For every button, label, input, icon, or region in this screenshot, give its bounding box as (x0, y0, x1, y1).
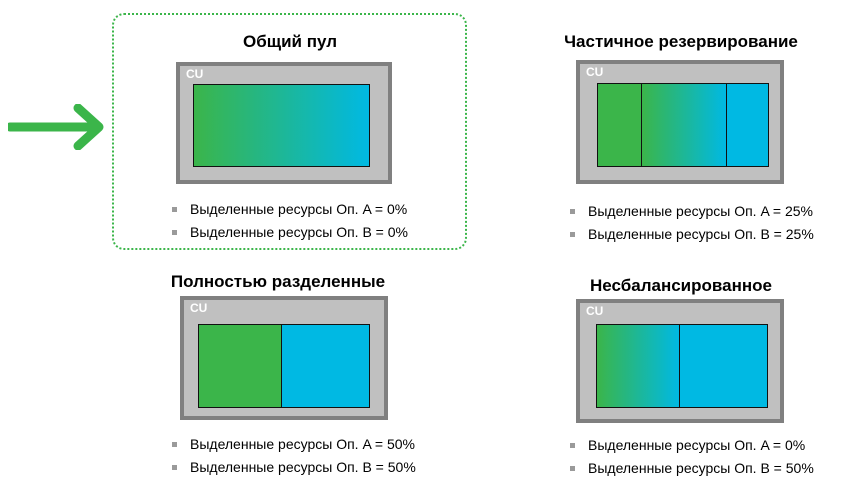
list-item: Выделенные ресурсы Оп. A = 0% (172, 198, 408, 221)
arrow-right-icon (8, 104, 104, 150)
op-a-reserved-segment (598, 84, 641, 166)
list-item: Выделенные ресурсы Оп. B = 0% (172, 221, 408, 244)
bullet-list: Выделенные ресурсы Оп. A = 0% Выделенные… (172, 198, 408, 244)
op-b-reserved-segment (678, 325, 767, 407)
op-a-segment (199, 325, 281, 407)
cu-label: CU (586, 304, 604, 318)
bullet-list: Выделенные ресурсы Оп. A = 25% Выделенны… (570, 200, 814, 246)
selected-panel-highlight (112, 13, 467, 250)
list-item: Выделенные ресурсы Оп. B = 25% (570, 223, 814, 246)
resource-block (596, 324, 768, 408)
cu-box: CU (576, 60, 784, 184)
bullet-list: Выделенные ресурсы Оп. A = 0% Выделенные… (570, 434, 814, 480)
shared-segment (640, 84, 726, 166)
cu-box: CU (176, 62, 392, 184)
op-b-segment (280, 325, 369, 407)
resource-block (597, 83, 769, 167)
panel-title: Несбалансированное (590, 276, 772, 295)
cu-box: CU (180, 296, 388, 420)
panel-title: Полностью разделенные (170, 272, 386, 291)
cu-label: CU (190, 301, 208, 315)
panel-title: Общий пул (243, 32, 337, 51)
list-item: Выделенные ресурсы Оп. B = 50% (172, 456, 416, 479)
list-item: Выделенные ресурсы Оп. B = 50% (570, 457, 814, 480)
list-item: Выделенные ресурсы Оп. A = 50% (172, 433, 416, 456)
cu-label: CU (186, 67, 204, 81)
list-item: Выделенные ресурсы Оп. A = 0% (570, 434, 814, 457)
list-item: Выделенные ресурсы Оп. A = 25% (570, 200, 814, 223)
resource-block (193, 84, 370, 167)
resource-block (198, 324, 370, 408)
panel-title: Частичное резервирование (564, 32, 798, 51)
shared-segment (597, 325, 679, 407)
shared-segment (194, 85, 369, 166)
bullet-list: Выделенные ресурсы Оп. A = 50% Выделенны… (172, 433, 416, 479)
op-b-reserved-segment (725, 84, 768, 166)
cu-label: CU (586, 65, 604, 79)
cu-box: CU (576, 299, 784, 423)
